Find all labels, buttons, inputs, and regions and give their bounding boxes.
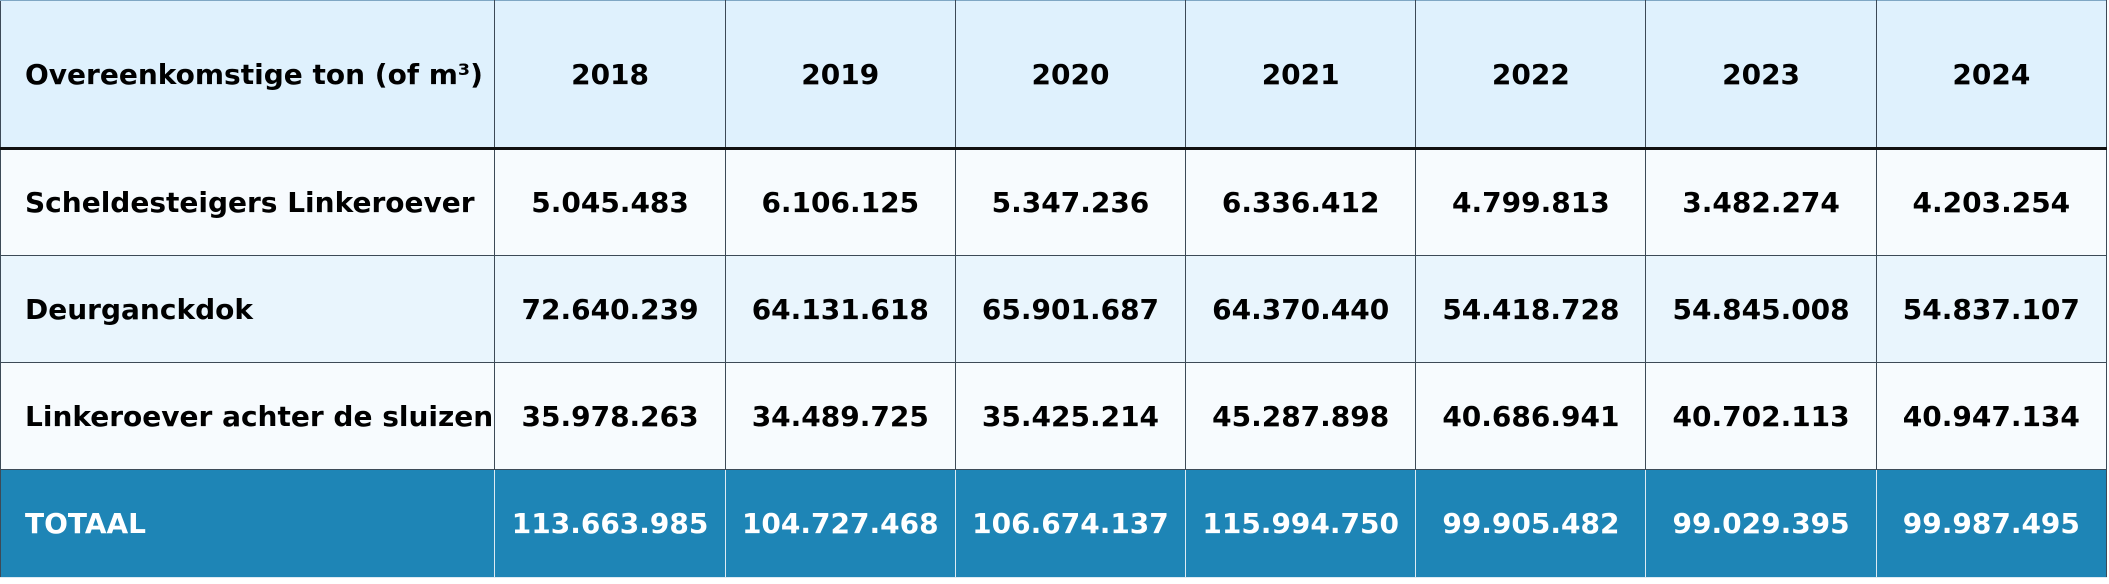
header-year-2021: 2021 bbox=[1185, 0, 1417, 150]
table-cell: 4.799.813 bbox=[1415, 148, 1647, 256]
header-year-2020: 2020 bbox=[954, 0, 1187, 150]
total-cell: 106.674.137 bbox=[954, 469, 1187, 578]
total-row: TOTAAL 113.663.985 104.727.468 106.674.1… bbox=[0, 469, 2108, 578]
table-cell: 54.845.008 bbox=[1645, 255, 1877, 363]
total-cell: 113.663.985 bbox=[494, 469, 726, 578]
table-cell: 54.837.107 bbox=[1875, 255, 2108, 363]
table-row: Deurganckdok 72.640.239 64.131.618 65.90… bbox=[0, 255, 2108, 363]
header-year-2024: 2024 bbox=[1875, 0, 2108, 150]
header-year-2019: 2019 bbox=[724, 0, 956, 150]
total-label: TOTAAL bbox=[0, 469, 496, 578]
row-label: Scheldesteigers Linkeroever bbox=[0, 148, 496, 256]
table-cell: 54.418.728 bbox=[1415, 255, 1647, 363]
table-cell: 64.131.618 bbox=[724, 255, 956, 363]
total-cell: 104.727.468 bbox=[724, 469, 956, 578]
total-cell: 99.987.495 bbox=[1875, 469, 2108, 578]
table-cell: 72.640.239 bbox=[494, 255, 726, 363]
table-cell: 34.489.725 bbox=[724, 362, 956, 470]
table-cell: 4.203.254 bbox=[1875, 148, 2108, 256]
table-cell: 5.347.236 bbox=[954, 148, 1187, 256]
header-year-2018: 2018 bbox=[494, 0, 726, 150]
header-unit-label: Overeenkomstige ton (of m³) bbox=[0, 0, 496, 150]
table-cell: 40.947.134 bbox=[1875, 362, 2108, 470]
header-row: Overeenkomstige ton (of m³) 2018 2019 20… bbox=[0, 0, 2108, 150]
row-label: Deurganckdok bbox=[0, 255, 496, 363]
total-cell: 115.994.750 bbox=[1185, 469, 1417, 578]
header-year-2022: 2022 bbox=[1415, 0, 1647, 150]
total-cell: 99.905.482 bbox=[1415, 469, 1647, 578]
table-cell: 6.336.412 bbox=[1185, 148, 1417, 256]
table-cell: 40.686.941 bbox=[1415, 362, 1647, 470]
table-cell: 65.901.687 bbox=[954, 255, 1187, 363]
table-cell: 35.978.263 bbox=[494, 362, 726, 470]
table-row: Scheldesteigers Linkeroever 5.045.483 6.… bbox=[0, 148, 2108, 256]
row-label: Linkeroever achter de sluizen bbox=[0, 362, 496, 470]
table-cell: 64.370.440 bbox=[1185, 255, 1417, 363]
table-cell: 40.702.113 bbox=[1645, 362, 1877, 470]
table-cell: 6.106.125 bbox=[724, 148, 956, 256]
total-cell: 99.029.395 bbox=[1645, 469, 1877, 578]
table-cell: 5.045.483 bbox=[494, 148, 726, 256]
table-cell: 3.482.274 bbox=[1645, 148, 1877, 256]
table-row: Linkeroever achter de sluizen 35.978.263… bbox=[0, 362, 2108, 470]
table-cell: 45.287.898 bbox=[1185, 362, 1417, 470]
header-year-2023: 2023 bbox=[1645, 0, 1877, 150]
table-cell: 35.425.214 bbox=[954, 362, 1187, 470]
